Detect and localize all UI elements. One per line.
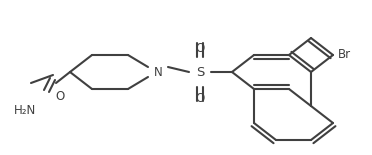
Text: Br: Br xyxy=(338,49,351,62)
Text: H₂N: H₂N xyxy=(14,104,36,117)
Text: O: O xyxy=(55,91,65,104)
Text: N: N xyxy=(154,66,162,78)
Text: O: O xyxy=(195,42,205,55)
Text: O: O xyxy=(195,91,205,104)
Text: S: S xyxy=(196,66,204,78)
